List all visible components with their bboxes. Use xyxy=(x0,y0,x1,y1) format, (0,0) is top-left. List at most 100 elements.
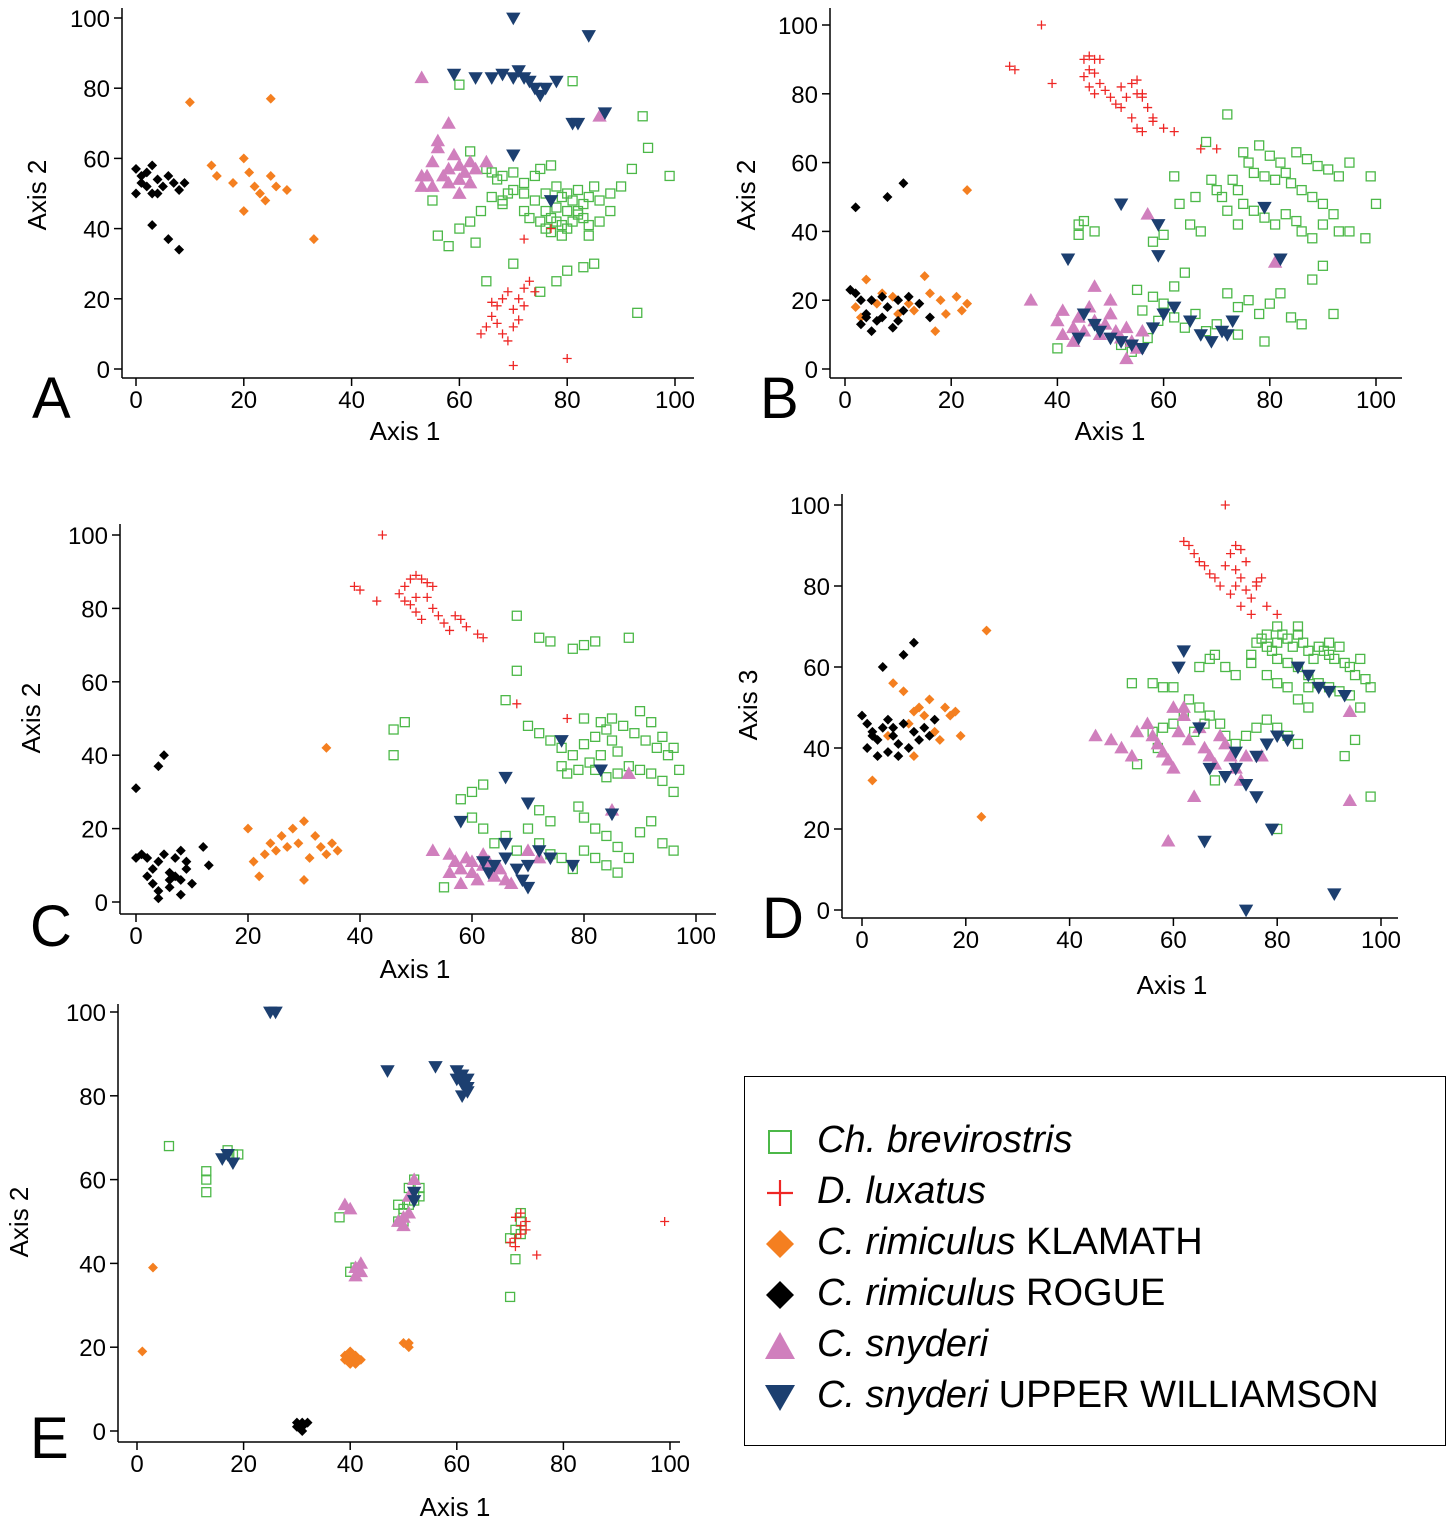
panel-b-point-d_luxatus xyxy=(1116,82,1126,92)
panel-b-point-rogue xyxy=(887,322,898,333)
panel-a-point-rogue xyxy=(152,174,163,185)
panel-d-point-d_luxatus xyxy=(1205,569,1215,579)
panel-e-point-ch_brevirostris xyxy=(201,1174,212,1185)
panel-a-point-upper_williamson xyxy=(538,82,553,96)
panel-b-point-d_luxatus xyxy=(1111,99,1121,109)
panel-b-point-rogue xyxy=(855,295,866,306)
panel-c-point-ch_brevirostris xyxy=(578,713,590,724)
panel-b-point-ch_brevirostris xyxy=(1185,219,1196,230)
panel-c-point-snyderi xyxy=(470,872,485,886)
panel-c-point-snyderi xyxy=(520,843,536,857)
panel-b-point-klamath xyxy=(909,305,919,316)
panel-a-point-ch_brevirostris xyxy=(562,205,573,217)
panel-b-point-snyderi xyxy=(1140,207,1155,220)
panel-c-point-upper_williamson xyxy=(543,852,558,866)
panel-c-x-tick-label: 80 xyxy=(571,923,598,950)
panel-e-series-ch_brevirostris xyxy=(163,1140,526,1303)
panel-b-point-d_luxatus xyxy=(1036,20,1046,30)
panel-e-point-rogue xyxy=(302,1417,313,1428)
panel-a-point-klamath xyxy=(249,181,260,192)
panel-d-point-ch_brevirostris xyxy=(1204,710,1215,721)
panel-d-point-ch_brevirostris xyxy=(1344,661,1356,673)
panel-a-point-ch_brevirostris xyxy=(642,142,654,154)
panel-c: 0 20 40 60 80 100 0 20 40 60 80 100 Axis 1 Axis 2 C xyxy=(16,523,716,984)
panel-c-series-snyderi xyxy=(425,766,636,890)
panel-d-point-ch_brevirostris xyxy=(1308,653,1319,665)
panel-c-point-d_luxatus xyxy=(562,714,572,723)
panel-e-y-tick-label: 60 xyxy=(79,1168,106,1195)
panel-d-point-snyderi xyxy=(1181,732,1197,746)
panel-d-point-d_luxatus xyxy=(1236,601,1246,611)
panel-d-point-d_luxatus xyxy=(1257,573,1267,583)
panel-a-point-klamath xyxy=(228,178,238,188)
panel-c-point-upper_williamson xyxy=(554,735,569,748)
panel-d-point-snyderi xyxy=(1161,752,1176,766)
panel-d-point-d_luxatus xyxy=(1231,541,1241,550)
panel-e-point-upper_williamson xyxy=(460,1073,475,1087)
panel-c-point-ch_brevirostris xyxy=(478,823,489,834)
panel-a-point-upper_williamson xyxy=(570,117,586,131)
panel-c-point-ch_brevirostris xyxy=(511,845,522,856)
panel-b-point-snyderi xyxy=(1119,351,1134,365)
panel-b-point-ch_brevirostris xyxy=(1264,298,1275,309)
panel-b-x-tick-label: 80 xyxy=(1256,387,1283,414)
panel-b-point-ch_brevirostris xyxy=(1296,319,1307,330)
panel-c-point-ch_brevirostris xyxy=(500,695,511,706)
panel-e-point-klamath xyxy=(137,1346,148,1357)
panel-b-point-snyderi xyxy=(1023,293,1039,306)
legend-item: D. luxatus xyxy=(745,1168,1445,1218)
panel-d-y-tick-label: 40 xyxy=(803,736,830,763)
panel-a-point-snyderi xyxy=(462,175,478,189)
panel-e-letter: E xyxy=(30,1406,69,1471)
panel-b-point-ch_brevirostris xyxy=(1280,209,1291,220)
panel-e-point-upper_williamson xyxy=(268,1006,283,1020)
panel-a-point-ch_brevirostris xyxy=(626,163,638,175)
panel-a-point-ch_brevirostris xyxy=(589,258,600,269)
panel-c-point-ch_brevirostris xyxy=(466,786,478,798)
panel-d-point-upper_williamson xyxy=(1192,722,1207,735)
panel-d-point-klamath xyxy=(919,710,930,721)
panel-e-y-tick-label: 100 xyxy=(66,1000,106,1027)
panel-a-point-d_luxatus xyxy=(508,304,518,314)
panel-b-point-d_luxatus xyxy=(1127,113,1137,123)
panel-d-point-ch_brevirostris xyxy=(1298,637,1309,648)
panel-b-y-tick-label: 80 xyxy=(791,82,818,109)
panel-c-point-rogue xyxy=(153,761,164,772)
panel-e-point-upper_williamson xyxy=(406,1186,422,1200)
panel-d-point-klamath xyxy=(908,751,919,762)
panel-c-point-ch_brevirostris xyxy=(651,742,662,754)
panel-a-point-snyderi xyxy=(441,175,456,189)
panel-c-point-ch_brevirostris xyxy=(545,816,556,827)
panel-b-point-ch_brevirostris xyxy=(1232,184,1244,196)
panel-e-point-d_luxatus xyxy=(532,1250,542,1260)
panel-d-point-ch_brevirostris xyxy=(1292,694,1304,705)
panel-b-point-upper_williamson xyxy=(1135,342,1150,356)
panel-c-point-ch_brevirostris xyxy=(511,665,522,676)
panel-a-point-d_luxatus xyxy=(508,360,518,370)
panel-d-x-tick-label: 100 xyxy=(1361,927,1401,954)
panel-c-point-ch_brevirostris xyxy=(534,728,545,739)
panel-d-point-d_luxatus xyxy=(1225,549,1235,559)
panel-b-point-d_luxatus xyxy=(1047,78,1057,88)
panel-c-point-klamath xyxy=(271,845,281,856)
panel-b-point-rogue xyxy=(882,302,893,313)
panel-c-x-axis-label: Axis 1 xyxy=(380,954,451,984)
panel-a-point-ch_brevirostris xyxy=(497,195,508,206)
panel-b-point-ch_brevirostris xyxy=(1073,229,1084,240)
panel-d-point-ch_brevirostris xyxy=(1261,714,1272,725)
panel-c-point-ch_brevirostris xyxy=(623,632,634,643)
panel-e-point-upper_williamson xyxy=(454,1090,470,1103)
panel-a-point-d_luxatus xyxy=(492,318,502,328)
legend-item: C. snyderi UPPER WILLIAMSON xyxy=(745,1372,1445,1422)
panel-a-point-snyderi xyxy=(430,133,446,147)
panel-c-point-ch_brevirostris xyxy=(601,772,612,783)
panel-d-point-d_luxatus xyxy=(1225,589,1235,599)
panel-d-point-upper_williamson xyxy=(1270,730,1285,744)
panel-c-point-snyderi xyxy=(464,865,480,879)
panel-d-point-rogue xyxy=(883,714,893,725)
panel-b-point-ch_brevirostris xyxy=(1158,229,1169,240)
panel-b-point-ch_brevirostris xyxy=(1158,298,1169,309)
panel-a-point-snyderi xyxy=(414,168,429,182)
panel-b-point-ch_brevirostris xyxy=(1147,236,1159,247)
panel-c-series-ch_brevirostris xyxy=(388,610,685,893)
